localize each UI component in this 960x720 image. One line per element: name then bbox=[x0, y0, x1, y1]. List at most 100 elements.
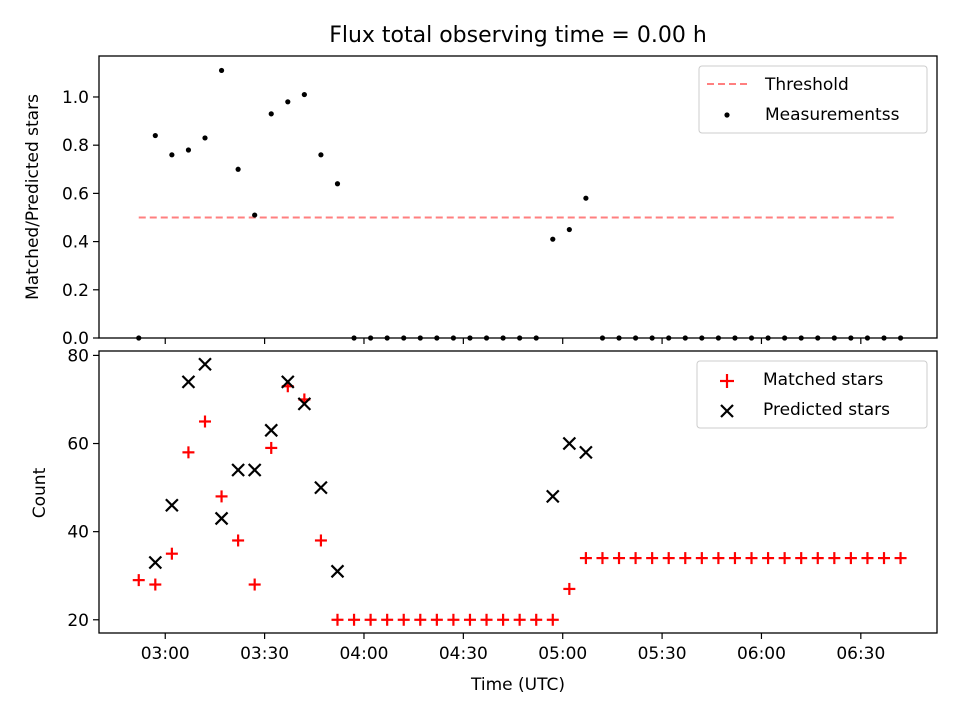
measurement-point bbox=[235, 166, 241, 172]
matched-stars-point bbox=[878, 552, 891, 565]
top-legend-box bbox=[698, 65, 928, 134]
x-tick-label: 05:00 bbox=[538, 644, 587, 664]
top-plot-frame bbox=[98, 55, 938, 339]
measurements-legend-label: Measurementss bbox=[765, 105, 900, 125]
predicted-stars-point bbox=[579, 445, 593, 460]
matched-stars-point bbox=[381, 613, 394, 626]
matched-stars-point bbox=[430, 613, 443, 626]
matched-stars-point bbox=[165, 547, 178, 560]
matched-stars-point bbox=[530, 613, 543, 626]
matched-stars-point bbox=[745, 552, 758, 565]
matched-stars-point bbox=[414, 613, 427, 626]
matched-stars-point bbox=[215, 490, 228, 503]
matched-stars-point bbox=[662, 552, 675, 565]
predicted-legend-marker bbox=[720, 404, 734, 418]
matched-stars-point bbox=[811, 552, 824, 565]
matched-stars-point bbox=[613, 552, 626, 565]
predicted-stars-point bbox=[264, 423, 279, 438]
matched-stars-point bbox=[314, 534, 327, 547]
bottom-plot-y-label: Count bbox=[30, 467, 50, 518]
bottom-plot-y-ticks: 20 40 60 80 bbox=[67, 346, 99, 631]
bottom-plot-x-ticks: 03:00 03:30 04:00 04:30 05:00 05:30 06:00 06:30 bbox=[141, 633, 885, 664]
predicted-legend-label: Predicted stars bbox=[763, 400, 890, 420]
matched-stars-point bbox=[563, 582, 576, 595]
matched-stars-point bbox=[182, 446, 195, 459]
matched-stars-point bbox=[695, 552, 708, 565]
matched-stars-point bbox=[679, 552, 692, 565]
measurement-point bbox=[202, 135, 208, 141]
matched-stars-point bbox=[331, 613, 344, 626]
predicted-stars-point bbox=[297, 397, 312, 411]
top-y-tick-label: 0.8 bbox=[62, 136, 89, 156]
matched-stars-point bbox=[397, 613, 410, 626]
measurement-point bbox=[285, 99, 291, 105]
x-tick-label: 06:30 bbox=[836, 644, 885, 664]
matched-stars-point bbox=[546, 613, 559, 626]
matched-stars-point bbox=[463, 613, 476, 626]
bottom-y-tick-label: 80 bbox=[67, 346, 89, 366]
matched-stars-point bbox=[513, 613, 526, 626]
matched-stars-point bbox=[762, 552, 775, 565]
x-tick-label: 04:30 bbox=[439, 644, 488, 664]
top-y-tick-label: 0.6 bbox=[62, 184, 89, 204]
matched-stars-point bbox=[480, 613, 493, 626]
measurements-legend-marker bbox=[724, 112, 730, 118]
matched-stars-point bbox=[844, 552, 857, 565]
matched-stars-point bbox=[579, 552, 592, 565]
bottom-y-tick-label: 60 bbox=[67, 435, 89, 455]
top-plot-legend: Threshold Measurementss bbox=[698, 65, 928, 134]
matched-legend-marker bbox=[720, 374, 734, 388]
top-y-tick-label: 0.4 bbox=[62, 233, 89, 253]
matched-stars-point bbox=[778, 552, 791, 565]
matched-stars-point bbox=[248, 578, 261, 591]
measurement-point bbox=[566, 226, 572, 233]
x-axis-label: Time (UTC) bbox=[470, 675, 565, 695]
matched-stars-point bbox=[728, 552, 741, 565]
bottom-y-tick-label: 20 bbox=[67, 611, 89, 631]
bottom-legend-box bbox=[696, 360, 928, 429]
matched-stars-point bbox=[646, 552, 659, 565]
predicted-stars-point bbox=[181, 375, 196, 389]
measurement-point bbox=[252, 212, 258, 218]
matched-stars-point bbox=[795, 552, 808, 565]
matched-stars-point bbox=[265, 441, 278, 454]
threshold-legend-label: Threshold bbox=[764, 75, 849, 95]
matched-stars-point bbox=[447, 613, 460, 626]
matched-stars-point bbox=[132, 574, 145, 587]
matched-stars-point bbox=[861, 552, 874, 565]
matched-stars-point bbox=[364, 613, 377, 626]
bottom-y-tick-label: 40 bbox=[67, 523, 89, 543]
top-plot-y-label: Matched/Predicted stars bbox=[23, 94, 43, 300]
bottom-plot-frame bbox=[98, 350, 938, 634]
top-plot: 0.0 0.2 0.4 0.6 0.8 1.0 Matched/Predicted sta… bbox=[23, 55, 938, 349]
matched-stars-point bbox=[497, 613, 510, 626]
predicted-stars-point bbox=[546, 489, 560, 504]
matched-stars-point bbox=[596, 552, 609, 565]
predicted-stars-point bbox=[562, 436, 577, 451]
top-y-tick-label: 1.0 bbox=[62, 88, 89, 108]
matched-legend-label: Matched stars bbox=[763, 370, 883, 390]
measurement-point bbox=[152, 132, 158, 139]
bottom-plot-data bbox=[132, 357, 907, 626]
matched-stars-point bbox=[629, 552, 642, 565]
predicted-stars-point bbox=[165, 498, 179, 512]
top-plot-y-ticks: 0.0 0.2 0.4 0.6 0.8 1.0 bbox=[62, 88, 99, 349]
matched-stars-point bbox=[232, 534, 245, 547]
measurement-point bbox=[268, 111, 274, 117]
predicted-stars-point bbox=[148, 555, 163, 570]
measurement-point bbox=[550, 236, 556, 242]
top-y-tick-label: 0.2 bbox=[62, 281, 89, 301]
predicted-stars-point bbox=[247, 463, 262, 477]
matched-stars-point bbox=[198, 415, 211, 428]
x-tick-label: 06:00 bbox=[737, 644, 786, 664]
measurement-point bbox=[185, 147, 192, 153]
predicted-stars-point bbox=[198, 357, 212, 371]
measurement-point bbox=[169, 152, 175, 158]
predicted-stars-point bbox=[231, 463, 245, 477]
measurement-point bbox=[583, 195, 589, 201]
matched-stars-point bbox=[348, 613, 361, 626]
matched-stars-point bbox=[712, 552, 725, 565]
x-tick-label: 05:30 bbox=[638, 644, 687, 664]
